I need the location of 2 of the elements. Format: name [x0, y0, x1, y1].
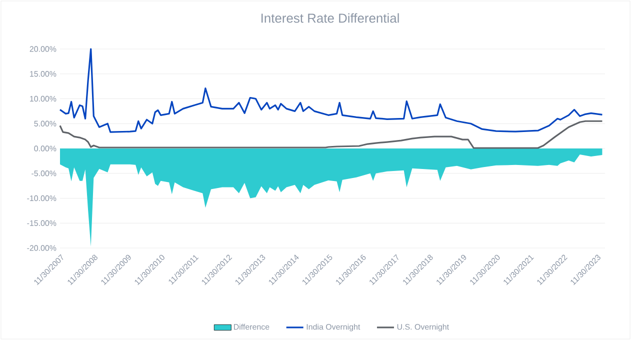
line-series — [59, 48, 604, 133]
chart-title: Interest Rate Differential — [262, 13, 399, 23]
